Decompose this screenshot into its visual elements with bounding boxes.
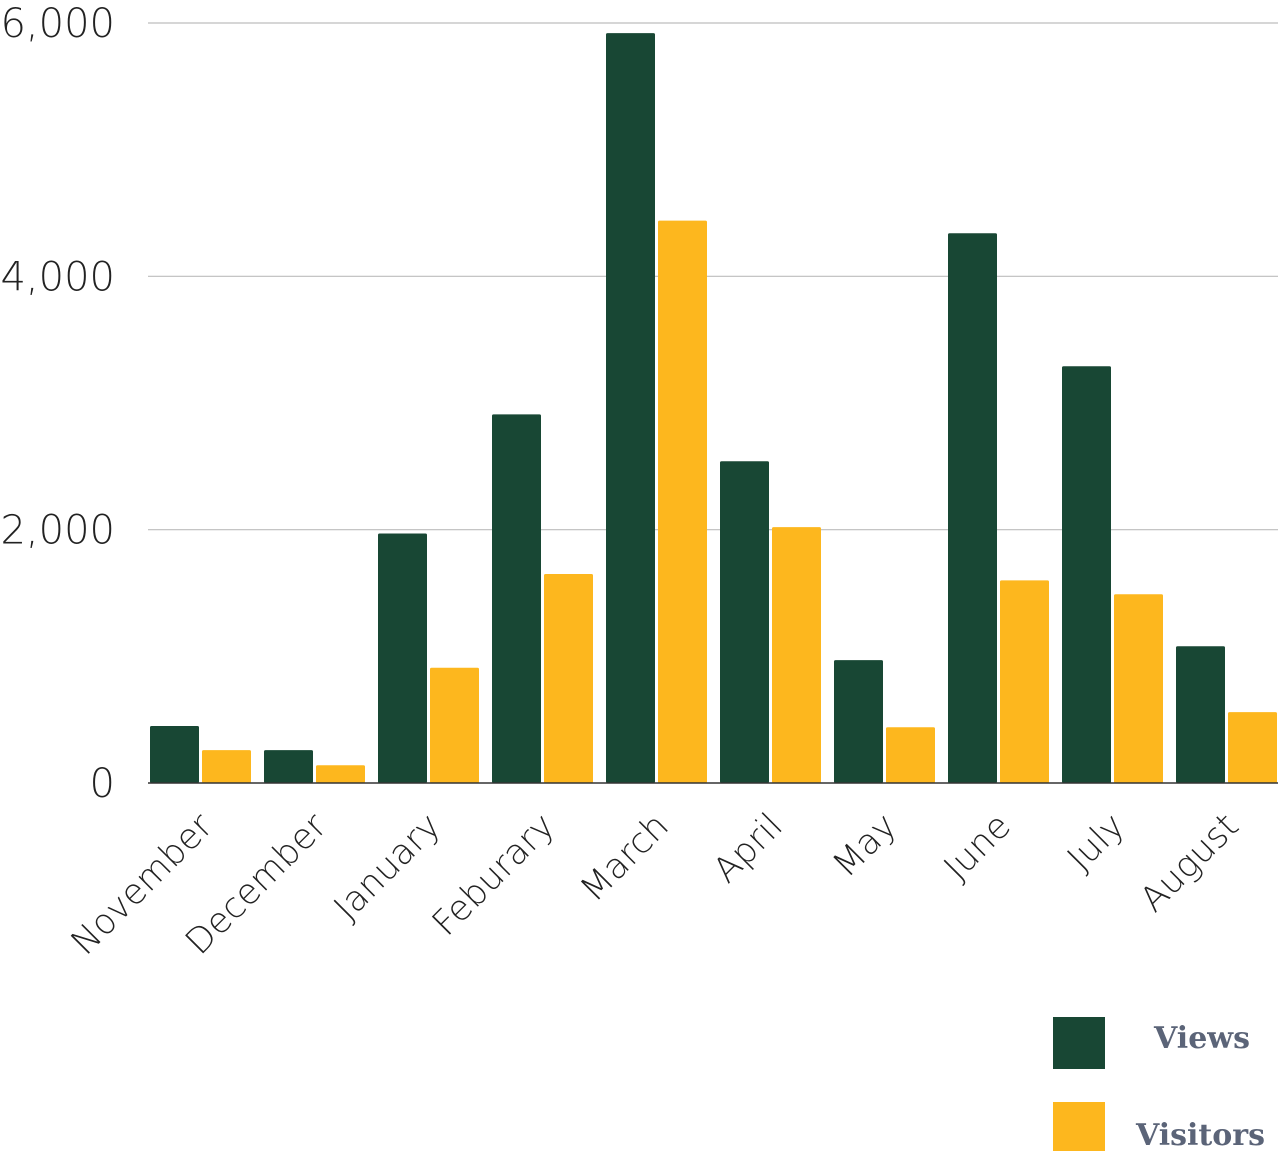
bar-views-may — [834, 660, 883, 783]
bar-views-january — [378, 533, 427, 783]
bar-views-feburary — [492, 414, 541, 783]
y-axis-tick-labels: 0 2,000 4,000 6,000 — [0, 1, 115, 807]
y-tick-label: 2,000 — [0, 508, 115, 554]
x-tick-label: April — [706, 806, 791, 891]
bar-visitors-january — [430, 667, 479, 783]
y-tick-label: 0 — [90, 761, 115, 807]
legend-swatch-visitors — [1053, 1102, 1105, 1151]
bar-visitors-august — [1228, 712, 1277, 783]
x-tick-label: March — [573, 806, 677, 910]
bar-views-july — [1062, 366, 1111, 783]
bar-views-december — [264, 750, 313, 783]
bar-views-june — [948, 233, 997, 783]
legend-label-visitors: Visitors — [1135, 1118, 1265, 1151]
x-tick-label: July — [1060, 806, 1133, 879]
x-tick-label: August — [1133, 806, 1247, 920]
bar-visitors-feburary — [544, 574, 593, 783]
bars — [150, 33, 1277, 784]
bar-views-april — [720, 461, 769, 783]
bar-visitors-july — [1114, 594, 1163, 783]
legend: Views Visitors — [1053, 1017, 1265, 1151]
bar-visitors-june — [1000, 580, 1049, 783]
bar-visitors-march — [658, 220, 707, 784]
bar-visitors-november — [202, 750, 251, 783]
bar-visitors-april — [772, 527, 821, 783]
legend-swatch-views — [1053, 1017, 1105, 1069]
bar-visitors-may — [886, 727, 935, 783]
x-tick-label: Feburary — [425, 806, 563, 944]
bar-views-november — [150, 726, 199, 783]
x-tick-label: May — [825, 806, 904, 885]
legend-label-views: Views — [1153, 1021, 1250, 1056]
y-tick-label: 6,000 — [0, 1, 115, 47]
y-tick-label: 4,000 — [0, 254, 115, 300]
bar-views-august — [1176, 646, 1225, 783]
bar-views-march — [606, 33, 655, 783]
x-tick-label: June — [937, 806, 1019, 888]
bar-visitors-december — [316, 765, 365, 783]
